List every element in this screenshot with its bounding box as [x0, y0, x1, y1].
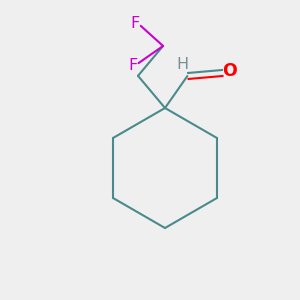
Text: O: O [223, 62, 237, 80]
Text: F: F [131, 16, 140, 31]
Text: H: H [176, 57, 188, 72]
Text: F: F [128, 58, 138, 73]
